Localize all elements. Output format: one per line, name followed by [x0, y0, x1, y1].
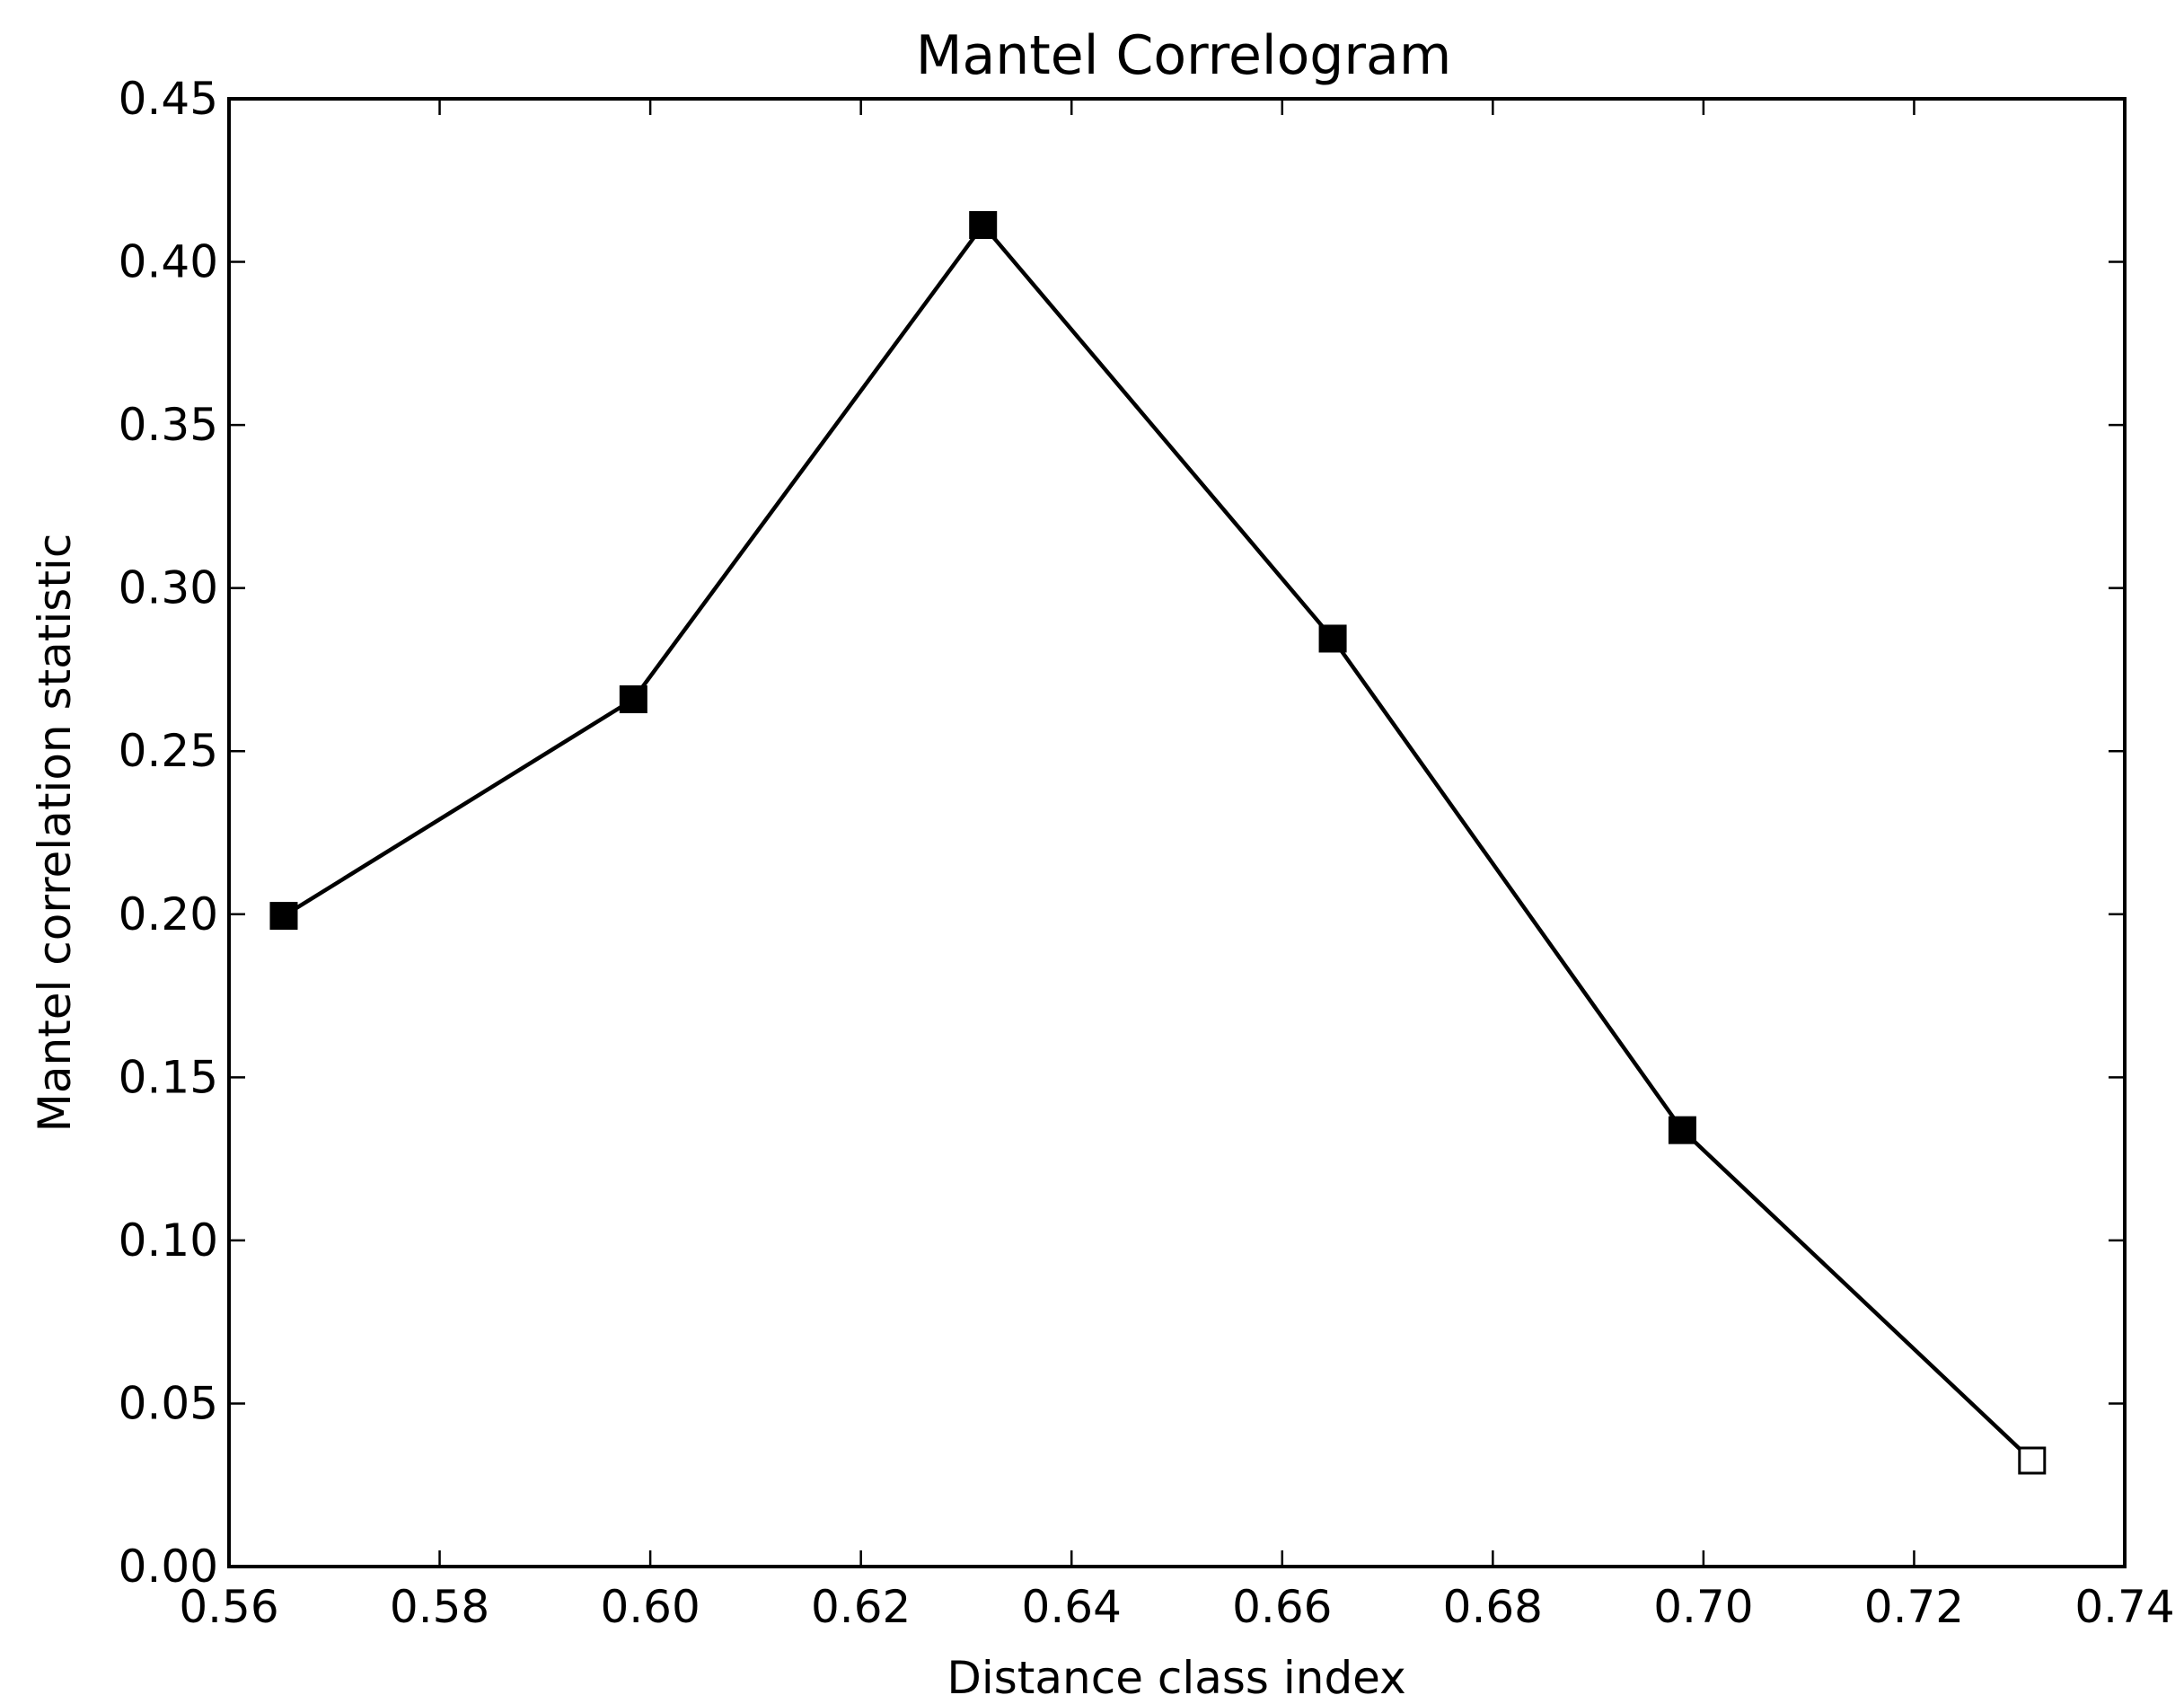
y-tick-label: 0.25 — [119, 725, 218, 777]
x-tick-label: 0.64 — [1022, 1581, 1122, 1633]
x-tick-label: 0.74 — [2074, 1581, 2174, 1633]
data-point-marker — [619, 684, 647, 713]
y-tick-label: 0.35 — [119, 399, 218, 451]
data-point-marker — [1668, 1116, 1696, 1144]
y-tick-label: 0.20 — [119, 888, 218, 940]
series-line — [282, 221, 2034, 1462]
y-tick-label: 0.10 — [119, 1214, 218, 1267]
x-tick-label: 0.70 — [1653, 1581, 1753, 1633]
x-tick-label: 0.66 — [1232, 1581, 1332, 1633]
y-tick-label: 0.30 — [119, 562, 218, 614]
x-tick-label: 0.58 — [390, 1581, 489, 1633]
x-tick-label: 0.60 — [600, 1581, 700, 1633]
y-tick-label: 0.15 — [119, 1051, 218, 1103]
x-tick-label: 0.68 — [1443, 1581, 1543, 1633]
data-point-marker — [969, 211, 998, 240]
y-tick-label: 0.45 — [119, 73, 218, 125]
y-tick-label: 0.40 — [119, 236, 218, 288]
series-layer — [269, 211, 2047, 1475]
data-point-marker — [1318, 624, 1347, 653]
data-point-marker — [269, 902, 298, 931]
axis-ticks: 0.56 0.58 0.60 0.62 0.64 0.66 0.68 0.70 0.72 0.74… — [119, 73, 2175, 1633]
y-tick-label: 0.00 — [119, 1541, 218, 1593]
x-tick-label: 0.56 — [179, 1581, 278, 1633]
x-axis-title: Distance class index — [947, 1652, 1405, 1704]
x-tick-label: 0.62 — [811, 1581, 911, 1633]
chart-title: Mantel Correlogram — [916, 24, 1452, 87]
x-tick-label: 0.72 — [1864, 1581, 1964, 1633]
y-axis-title: Mantel correlation statistic — [29, 534, 81, 1133]
plot-frame — [227, 97, 2127, 1568]
y-tick-label: 0.05 — [119, 1377, 218, 1429]
data-point-marker-open — [2018, 1446, 2047, 1475]
